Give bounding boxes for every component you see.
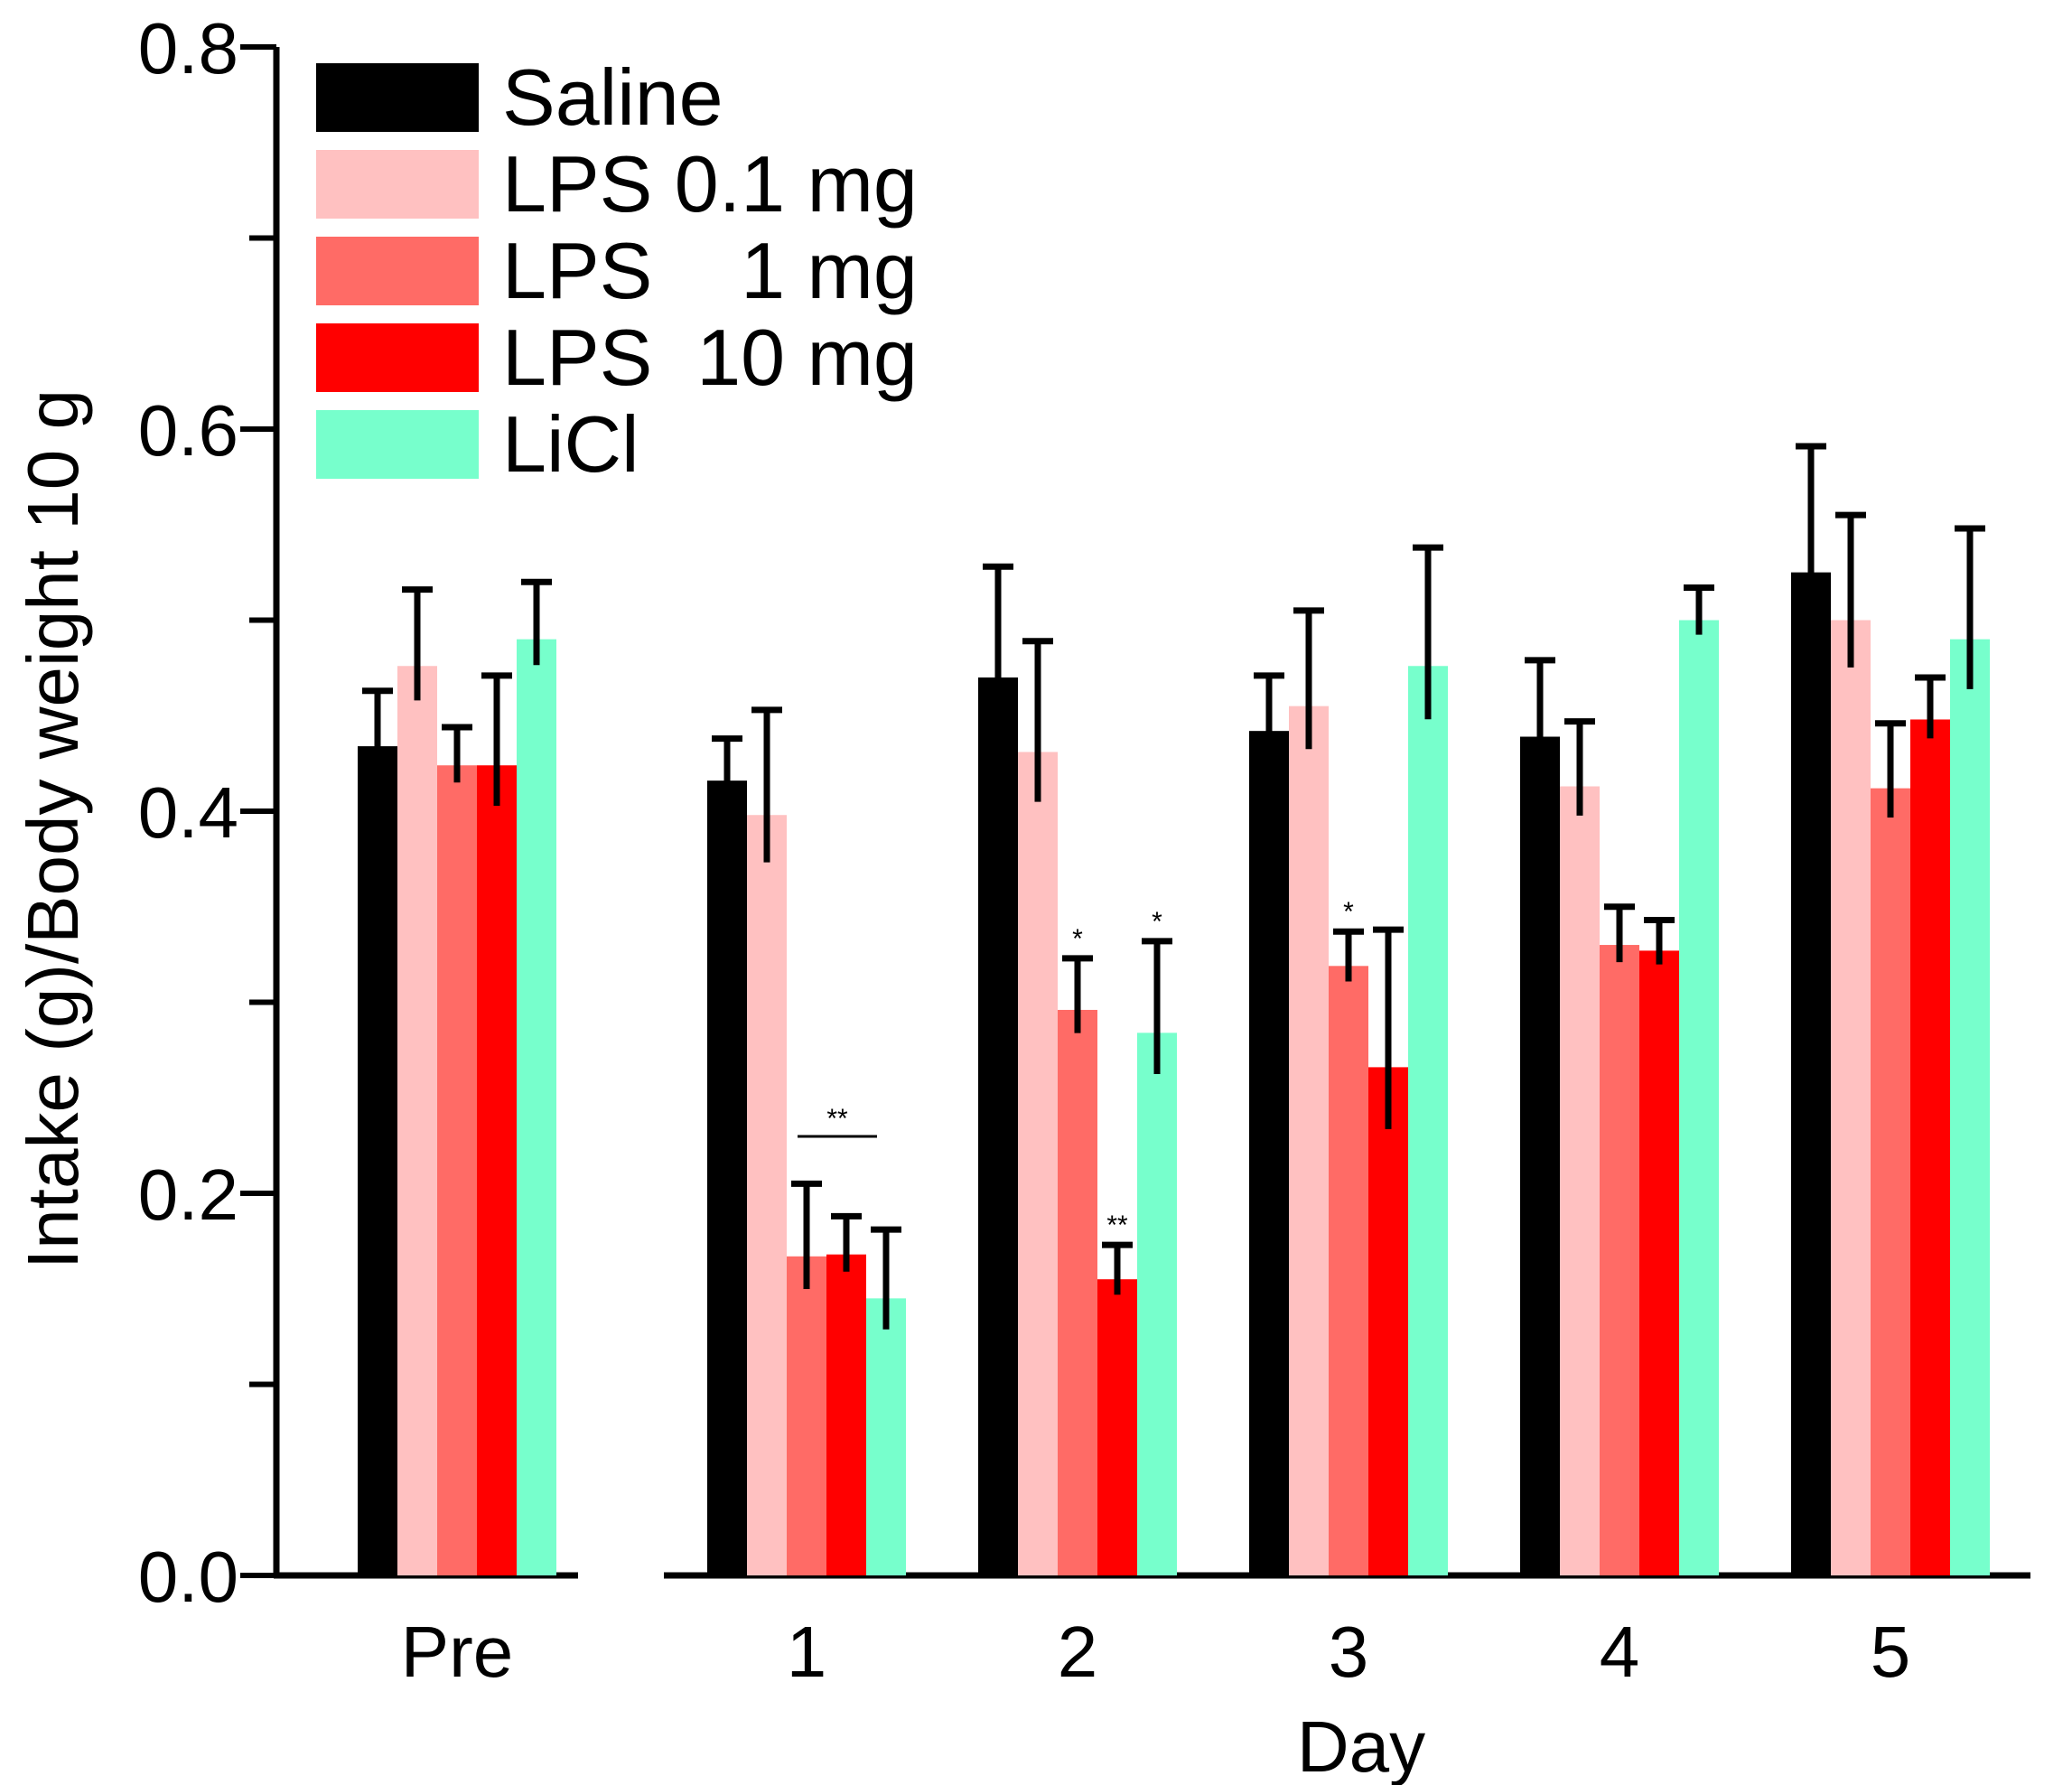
bar <box>1950 639 1990 1575</box>
legend-swatch <box>316 410 479 479</box>
error-bars <box>362 443 1985 1330</box>
y-axis-title: Intake (g)/Body weight 10 g <box>13 389 93 1269</box>
significance-marker: * <box>1152 907 1162 937</box>
significance-marker: * <box>1343 897 1354 927</box>
bar <box>358 746 397 1575</box>
significance-marker: ** <box>1106 1210 1128 1240</box>
bar <box>1329 966 1368 1575</box>
legend-label: LPS 10 mg <box>502 313 918 402</box>
x-tick-label: Pre <box>401 1612 514 1692</box>
bar <box>1097 1279 1137 1575</box>
bar <box>397 666 437 1575</box>
bar <box>978 677 1018 1575</box>
bar <box>1679 620 1719 1575</box>
bar <box>1249 731 1289 1575</box>
bar <box>1560 786 1600 1575</box>
bar <box>1289 706 1329 1575</box>
bar <box>1408 666 1448 1575</box>
bar <box>1871 788 1910 1575</box>
significance-annotations: ****** * <box>798 897 1354 1240</box>
bar <box>787 1256 826 1575</box>
bar <box>866 1298 906 1575</box>
x-tick-label: 5 <box>1871 1612 1911 1692</box>
bar <box>826 1254 866 1575</box>
x-tick-label: 4 <box>1600 1612 1640 1692</box>
x-tick-label: 3 <box>1329 1612 1369 1692</box>
legend-swatch <box>316 63 479 132</box>
legend-label: LiCl <box>502 399 639 489</box>
y-tick-label: 0.2 <box>138 1154 238 1235</box>
x-axis-title: Day <box>1297 1706 1425 1785</box>
y-tick-label: 0.6 <box>138 390 238 471</box>
bar <box>1791 572 1831 1575</box>
y-tick-label: 0.4 <box>138 772 238 853</box>
bar-groups <box>358 572 1990 1575</box>
legend-swatch <box>316 237 479 305</box>
x-tick-label: 2 <box>1058 1612 1098 1692</box>
y-tick-label: 0.0 <box>138 1537 238 1617</box>
bar <box>1058 1009 1097 1575</box>
legend-label: LPS 0.1 mg <box>502 139 918 229</box>
bar <box>477 765 517 1575</box>
legend-label: LPS 1 mg <box>502 226 918 315</box>
y-tick-label: 0.8 <box>138 8 238 89</box>
bar <box>747 815 787 1575</box>
bar <box>1368 1067 1408 1575</box>
bar <box>1520 736 1560 1575</box>
legend-label: Saline <box>502 52 723 142</box>
significance-marker: ** <box>826 1104 848 1134</box>
bar <box>437 765 477 1575</box>
bar <box>1137 1033 1177 1575</box>
bar <box>1639 950 1679 1575</box>
bar <box>517 639 556 1575</box>
legend-swatch <box>316 323 479 392</box>
bar <box>1600 945 1639 1575</box>
bar <box>1910 719 1950 1575</box>
x-tick-label: 1 <box>787 1612 827 1692</box>
legend-swatch <box>316 150 479 219</box>
bar <box>707 780 747 1575</box>
bar <box>1018 752 1058 1575</box>
bar <box>1831 620 1871 1575</box>
significance-marker: * <box>1072 924 1083 954</box>
